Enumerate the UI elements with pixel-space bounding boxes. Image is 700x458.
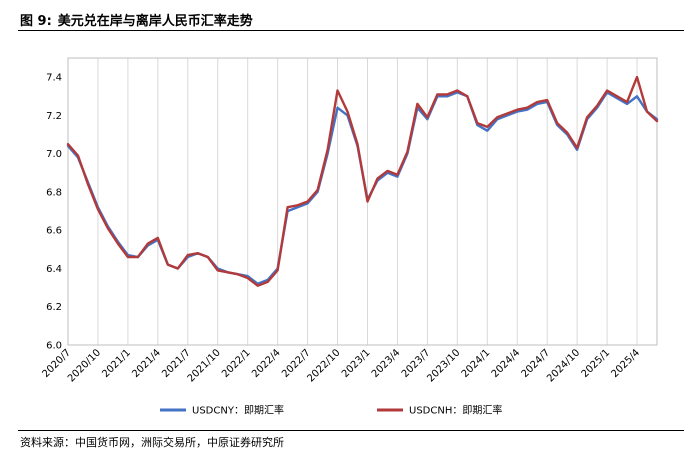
figure-title: 美元兑在岸与离岸人民币汇率走势	[57, 13, 253, 29]
y-tick-label: 6.6	[46, 226, 62, 237]
figure-label: 图 9:	[20, 13, 52, 29]
x-tick-label: 2025/4	[609, 347, 642, 380]
series-line-usdcnh	[66, 75, 659, 287]
bottom-rule	[18, 430, 684, 431]
x-tick-label: 2023/1	[340, 347, 373, 380]
top-rule	[18, 30, 684, 31]
x-tick-label: 2022/1	[220, 347, 253, 380]
series-line-usdcny	[66, 91, 659, 285]
series-lines	[66, 75, 659, 287]
x-tick-label: 2021/1	[100, 347, 133, 380]
y-tick-label: 7.4	[46, 73, 62, 84]
x-axis-ticks: 2020/72020/102021/12021/42021/72021/1020…	[40, 347, 642, 384]
x-tick-label: 2023/4	[370, 347, 403, 380]
x-tick-label: 2022/4	[250, 347, 283, 380]
y-tick-label: 6.8	[46, 187, 62, 198]
x-tick-label: 2024/1	[460, 347, 493, 380]
plot-frame	[67, 57, 658, 346]
legend-label-usdcnh: USDCNH：即期汇率	[409, 404, 502, 417]
x-tick-label: 2022/10	[306, 347, 343, 384]
grid-lines	[67, 58, 638, 345]
x-tick-label: 2021/10	[186, 347, 223, 384]
y-tick-label: 7.0	[46, 149, 62, 160]
chart: 6.0 6.2 6.4 6.6 6.8 7.0 7.2 7.4 2020/72020/1020…	[40, 57, 659, 417]
figure-header: 图 9: 美元兑在岸与离岸人民币汇率走势	[20, 6, 684, 32]
x-tick-label: 2024/4	[490, 347, 523, 380]
legend-label-usdcny: USDCNY：即期汇率	[192, 404, 284, 417]
y-tick-label: 6.2	[46, 302, 62, 313]
y-tick-label: 7.2	[46, 111, 62, 122]
y-tick-label: 6.4	[46, 264, 62, 275]
x-tick-label: 2020/10	[66, 347, 103, 384]
x-tick-label: 2024/10	[545, 347, 582, 384]
x-tick-label: 2021/4	[130, 347, 163, 380]
y-tick-label: 6.0	[46, 341, 62, 352]
x-tick-label: 2023/10	[425, 347, 462, 384]
y-axis-ticks: 6.0 6.2 6.4 6.6 6.8 7.0 7.2 7.4	[46, 73, 62, 352]
legend: USDCNY：即期汇率 USDCNH：即期汇率	[160, 404, 502, 417]
source-note: 资料来源：中国货币网，洲际交易所，中原证券研究所	[20, 436, 284, 449]
x-tick-label: 2025/1	[580, 347, 613, 380]
